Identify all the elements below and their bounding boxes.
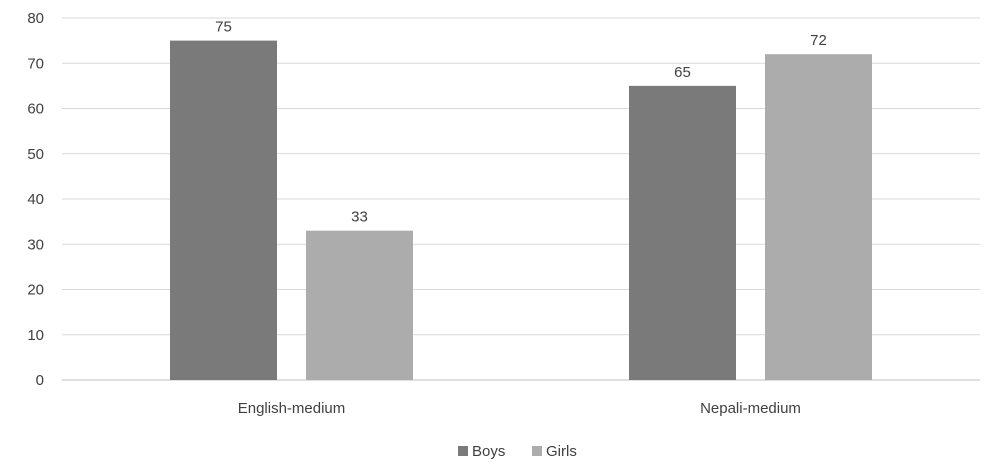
y-tick-label: 60 (27, 101, 44, 118)
legend-label-girls: Girls (546, 443, 577, 460)
data-label: 72 (810, 32, 827, 49)
data-label: 65 (674, 64, 691, 81)
data-label: 75 (215, 19, 232, 36)
legend-label-boys: Boys (472, 443, 505, 460)
y-tick-label: 30 (27, 236, 44, 253)
bar-boys-nepali-medium (629, 85, 736, 380)
y-tick-label: 0 (36, 372, 44, 389)
y-tick-label: 20 (27, 282, 44, 299)
legend: Boys Girls (458, 443, 577, 460)
legend-swatch-girls (532, 446, 542, 456)
y-tick-label: 50 (27, 146, 44, 163)
bar-boys-english-medium (170, 40, 277, 380)
data-label: 33 (351, 209, 368, 226)
bar-girls-english-medium (306, 230, 413, 380)
x-tick-label: Nepali-medium (700, 400, 801, 417)
bar-girls-nepali-medium (765, 54, 872, 380)
legend-swatch-boys (458, 446, 468, 456)
y-axis-ticks: 0 10 20 30 40 50 60 70 80 (27, 10, 44, 389)
y-tick-label: 80 (27, 10, 44, 27)
x-tick-label: English-medium (238, 400, 346, 417)
bars (170, 40, 872, 380)
y-tick-label: 10 (27, 327, 44, 344)
y-tick-label: 70 (27, 55, 44, 72)
data-labels: 75 33 65 72 (215, 19, 827, 226)
x-axis-ticks: English-medium Nepali-medium (238, 400, 801, 417)
y-tick-label: 40 (27, 191, 44, 208)
